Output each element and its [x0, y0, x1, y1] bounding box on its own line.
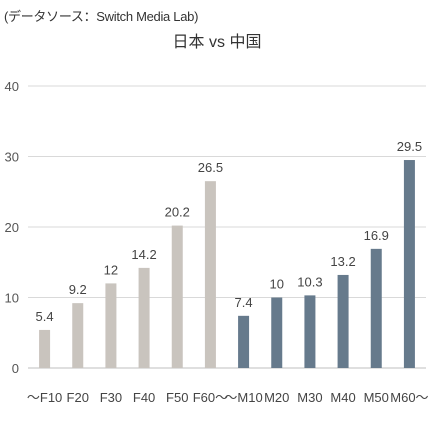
data-label-10: 16.9: [364, 228, 389, 243]
category-label-9: M40: [330, 390, 355, 405]
category-label-11: M60～: [390, 390, 428, 405]
data-label-5: 26.5: [198, 160, 223, 175]
category-label-2: F30: [100, 390, 122, 405]
y-tick-label-10: 10: [5, 291, 19, 306]
data-label-11: 29.5: [397, 139, 422, 154]
category-label-3: F40: [133, 390, 155, 405]
y-tick-label-40: 40: [5, 79, 19, 94]
bar-8: [304, 295, 316, 368]
category-label-4: F50: [166, 390, 188, 405]
y-tick-label-20: 20: [5, 220, 19, 235]
data-label-6: 7.4: [235, 295, 253, 310]
category-label-8: M30: [297, 390, 322, 405]
y-tick-label-0: 0: [12, 361, 19, 376]
data-label-4: 20.2: [165, 205, 190, 220]
data-label-0: 5.4: [36, 309, 54, 324]
bar-11: [403, 160, 415, 368]
data-source-note: (データソース：Switch Media Lab): [4, 9, 199, 24]
category-label-0: ～F10: [27, 390, 62, 405]
y-tick-label-30: 30: [5, 150, 19, 165]
category-label-5: F60～: [193, 390, 228, 405]
data-label-9: 13.2: [330, 254, 355, 269]
data-label-1: 9.2: [69, 282, 87, 297]
data-label-3: 14.2: [131, 247, 156, 262]
category-label-1: F20: [67, 390, 89, 405]
bar-6: [238, 315, 250, 368]
bar-1: [72, 303, 84, 368]
category-label-7: M20: [264, 390, 289, 405]
bar-7: [271, 297, 283, 368]
category-label-10: M50: [364, 390, 389, 405]
bar-3: [138, 267, 150, 368]
data-label-8: 10.3: [297, 274, 322, 289]
data-label-2: 12: [104, 262, 118, 277]
data-label-7: 10: [270, 277, 284, 292]
bar-9: [337, 274, 349, 368]
bar-2: [105, 283, 117, 368]
chart-title: 日本 vs 中国: [172, 34, 262, 51]
bar-10: [370, 248, 382, 368]
bar-4: [171, 225, 183, 368]
category-label-6: ～M10: [224, 390, 262, 405]
bar-0: [39, 329, 51, 368]
bar-5: [204, 181, 216, 368]
